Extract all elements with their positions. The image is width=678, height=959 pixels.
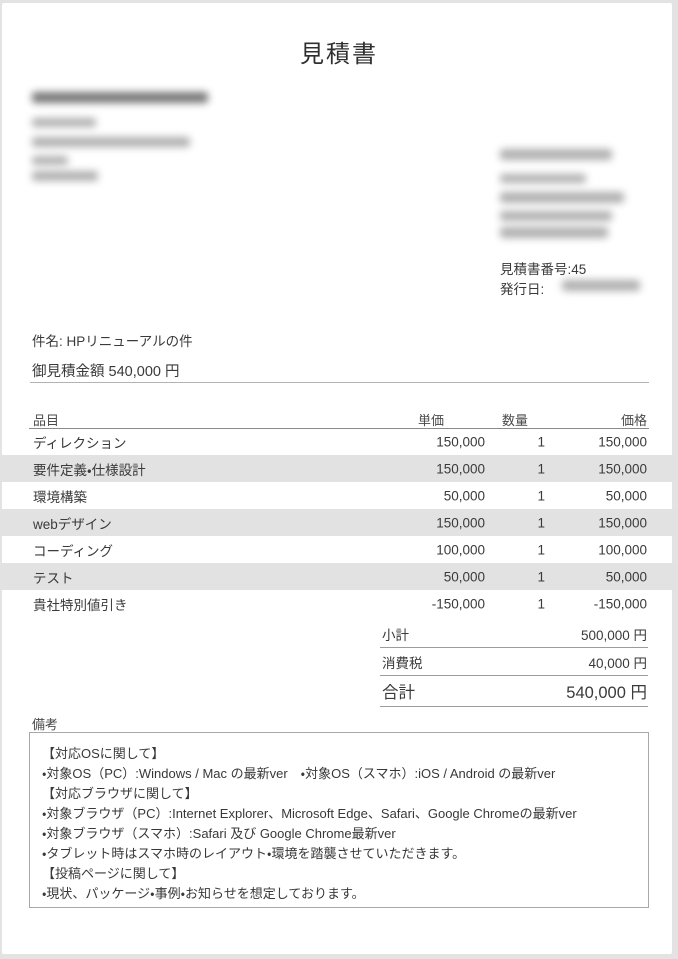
subtotal-value: 500,000 円 <box>580 628 647 643</box>
unit-price-cell: 50,000 <box>443 569 485 584</box>
estimate-number: 見積書番号:45 <box>500 262 587 277</box>
quantity-cell: 1 <box>537 515 545 530</box>
redacted-line <box>32 156 68 165</box>
price-cell: -150,000 <box>593 596 647 611</box>
header-quantity: 数量 <box>502 413 529 428</box>
unit-price-cell: 150,000 <box>436 461 485 476</box>
issue-date-redacted <box>562 280 640 291</box>
quantity-cell: 1 <box>537 569 545 584</box>
redacted-line <box>32 171 98 181</box>
remarks-content: 【対応OSに関して】・対象OS（PC）:Windows / Mac の最新ver… <box>42 744 636 904</box>
item-cell: コーディング <box>33 543 114 559</box>
unit-price-cell: 150,000 <box>436 515 485 530</box>
remarks-label: 備考 <box>32 717 59 732</box>
item-cell: 貴社特別値引き <box>33 597 128 613</box>
total-label: 合計 <box>382 684 415 702</box>
remark-line: 【投稿ページに関して】 <box>42 866 185 881</box>
page-title: 見積書 <box>300 41 378 68</box>
price-cell: 50,000 <box>605 488 647 503</box>
redacted-line <box>32 118 96 127</box>
tax-row: 消費税 40,000 円 <box>380 654 648 676</box>
item-cell: webデザイン <box>33 516 112 532</box>
table-row: webデザイン 150,000 1 150,000 <box>0 509 678 536</box>
remark-line: 【対応ブラウザに関して】 <box>42 786 198 801</box>
item-cell: 環境構築 <box>33 489 87 505</box>
unit-price-cell: 150,000 <box>436 434 485 449</box>
remarks-box: 【対応OSに関して】・対象OS（PC）:Windows / Mac の最新ver… <box>29 732 649 908</box>
remark-line: ・対象ブラウザ（スマホ）:Safari 及び Google Chrome最新ve… <box>42 826 396 841</box>
quantity-cell: 1 <box>537 542 545 557</box>
table-row: 環境構築 50,000 1 50,000 <box>0 482 678 509</box>
amount-underline <box>30 382 649 383</box>
table-header: 品目 単価 数量 価格 <box>0 410 678 428</box>
table-row: ディレクション 150,000 1 150,000 <box>0 428 678 455</box>
price-cell: 150,000 <box>598 515 647 530</box>
item-cell: ディレクション <box>33 435 127 451</box>
quantity-cell: 1 <box>537 596 545 611</box>
remark-line: ・現状、パッケージ・事例・お知らせを想定しております。 <box>42 886 365 901</box>
subject-line: 件名: HPリニューアルの件 <box>32 334 193 349</box>
unit-price-cell: 50,000 <box>443 488 485 503</box>
estimate-amount: 御見積金額 540,000 円 <box>32 364 180 380</box>
table-row: テスト 50,000 1 50,000 <box>0 563 678 590</box>
quantity-cell: 1 <box>537 461 545 476</box>
redacted-line <box>500 149 612 160</box>
total-value: 540,000 円 <box>566 684 647 702</box>
subtotal-label: 小計 <box>382 628 409 643</box>
issue-date-label: 発行日: <box>500 282 545 297</box>
redacted-line <box>32 137 190 147</box>
remark-line: ・対象OS（PC）:Windows / Mac の最新ver ・対象OS（スマホ… <box>42 766 556 781</box>
redacted-line <box>500 227 608 238</box>
table-row: コーディング 100,000 1 100,000 <box>0 536 678 563</box>
subtotal-row: 小計 500,000 円 <box>380 626 648 648</box>
tax-label: 消費税 <box>382 656 423 671</box>
total-row: 合計 540,000 円 <box>380 680 648 707</box>
table-header-underline <box>29 428 649 429</box>
unit-price-cell: 100,000 <box>436 542 485 557</box>
header-price: 価格 <box>620 413 647 428</box>
redacted-line <box>500 211 612 221</box>
table-row: 要件定義・仕様設計 150,000 1 150,000 <box>0 455 678 482</box>
redacted-line <box>32 92 208 103</box>
table-body: ディレクション 150,000 1 150,000 要件定義・仕様設計 150,… <box>0 428 678 617</box>
quantity-cell: 1 <box>537 488 545 503</box>
redacted-line <box>500 174 586 183</box>
table-row: 貴社特別値引き -150,000 1 -150,000 <box>0 590 678 617</box>
quantity-cell: 1 <box>537 434 545 449</box>
remark-line: ・タブレット時はスマホ時のレイアウト・環境を踏襲させていただきます。 <box>42 846 466 861</box>
price-cell: 150,000 <box>598 461 647 476</box>
item-cell: 要件定義・仕様設計 <box>33 462 146 478</box>
price-cell: 150,000 <box>598 434 647 449</box>
price-cell: 50,000 <box>605 569 647 584</box>
header-unit-price: 単価 <box>418 413 445 428</box>
redacted-line <box>500 192 624 203</box>
remark-line: 【対応OSに関して】 <box>42 746 165 761</box>
unit-price-cell: -150,000 <box>431 596 485 611</box>
item-cell: テスト <box>33 570 74 586</box>
remark-line: ・対象ブラウザ（PC）:Internet Explorer、Microsoft … <box>42 806 577 821</box>
price-cell: 100,000 <box>598 542 647 557</box>
header-item: 品目 <box>33 413 60 428</box>
tax-value: 40,000 円 <box>588 656 647 671</box>
